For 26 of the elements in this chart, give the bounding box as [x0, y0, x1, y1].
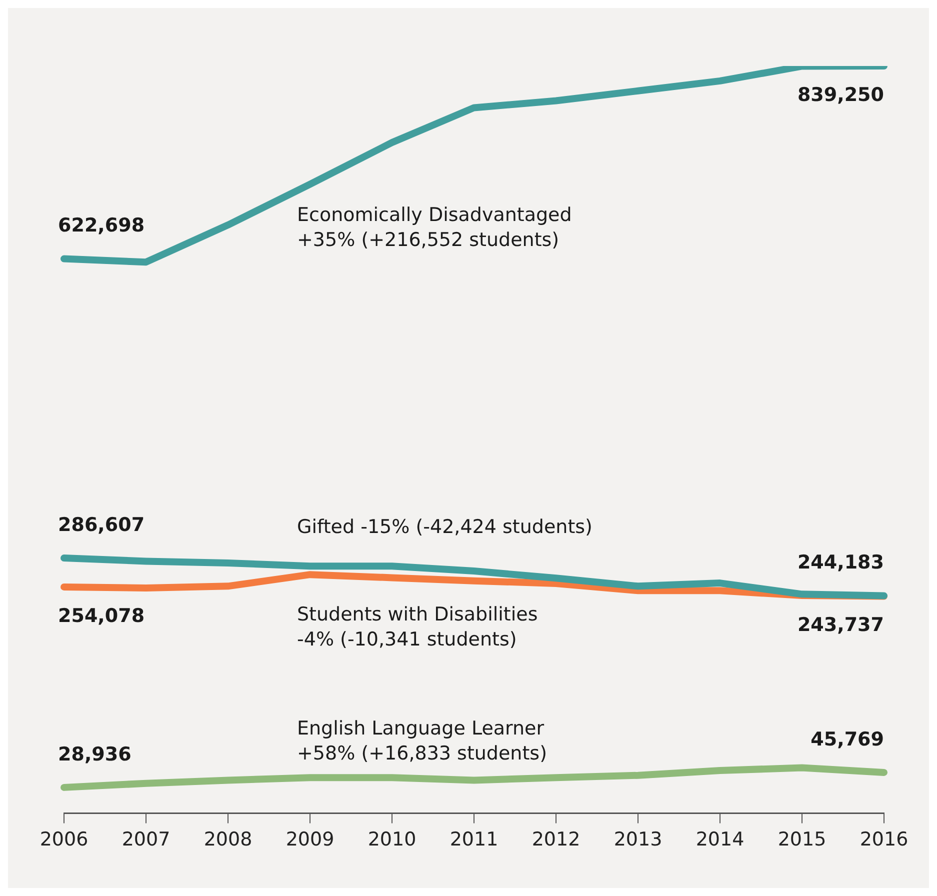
data-label: 839,250	[797, 84, 884, 106]
annotation: +35% (+216,552 students)	[297, 229, 560, 252]
x-tick-label: 2012	[532, 828, 580, 851]
series-label: Students with Disabilities	[297, 604, 538, 626]
x-tick-label: 2014	[696, 828, 744, 851]
data-label: 243,737	[797, 614, 884, 636]
annotation: +58% (+16,833 students)	[297, 742, 547, 765]
x-tick-label: 2008	[204, 828, 252, 851]
data-label: 254,078	[58, 604, 145, 627]
x-tick-label: 2006	[40, 828, 88, 851]
x-tick-label: 2015	[778, 828, 826, 851]
data-label: 244,183	[797, 552, 884, 574]
data-label: 45,769	[810, 728, 884, 750]
data-label: 286,607	[58, 514, 145, 536]
x-tick-label: 2009	[286, 828, 334, 851]
data-label: 622,698	[58, 214, 145, 237]
series-label: Economically Disadvantaged	[297, 204, 572, 226]
x-tick-label: 2010	[368, 828, 416, 851]
x-tick-label: 2016	[860, 828, 908, 851]
x-tick-label: 2011	[450, 828, 498, 851]
data-label: 28,936	[58, 743, 132, 766]
text: Gifted -15% (-42,424 students)	[297, 516, 592, 538]
annotation: -4% (-10,341 students)	[297, 628, 517, 651]
x-tick-label: 2013	[614, 828, 662, 851]
text: English Language Learner	[297, 718, 544, 740]
x-tick-label: 2007	[122, 828, 170, 851]
